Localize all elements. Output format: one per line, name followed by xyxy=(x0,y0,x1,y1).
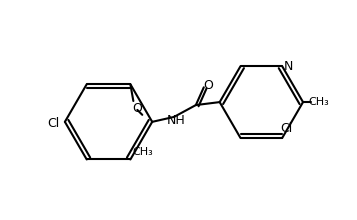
Text: N: N xyxy=(283,60,293,73)
Text: NH: NH xyxy=(167,114,185,127)
Text: O: O xyxy=(203,79,213,92)
Text: CH₃: CH₃ xyxy=(132,147,153,157)
Text: CH₃: CH₃ xyxy=(308,97,329,107)
Text: Cl: Cl xyxy=(47,117,59,130)
Text: O: O xyxy=(132,102,142,116)
Text: Cl: Cl xyxy=(280,122,292,135)
